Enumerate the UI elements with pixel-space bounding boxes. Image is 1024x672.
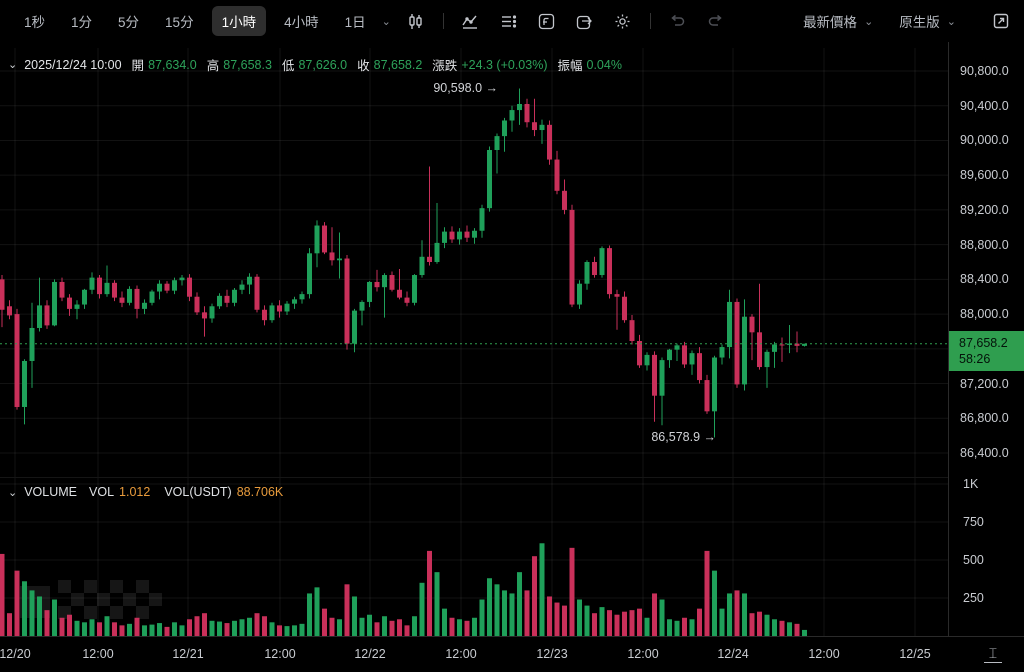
amplitude-label: 振幅 [557, 59, 583, 73]
high-value: 87,658.3 [223, 57, 272, 72]
time-axis-label: 12/24 [717, 647, 749, 661]
volume-axis-label: 1K [963, 477, 979, 491]
watermark-pixel [110, 580, 123, 593]
version-dropdown[interactable]: 原生版 [899, 15, 940, 30]
interval-1h-selected[interactable]: 1小時 [211, 6, 267, 36]
amplitude-value: 0.04% [586, 57, 622, 72]
interval-more-chevron-icon[interactable]: ⌄ [381, 15, 391, 28]
price-axis-label: 86,800.0 [960, 411, 1009, 426]
watermark-pixel [84, 606, 97, 619]
price-axis[interactable]: 87,658.2 58:26 90,800.0 90,400.0 90,000.0 8… [949, 42, 1024, 636]
interval-group: 1秒 1分 5分 15分 1小時 4小時 1日 ⌄ [0, 6, 735, 36]
time-axis-label: 12/21 [172, 647, 204, 661]
watermark-pixel [136, 580, 149, 593]
watermark-pixel [149, 593, 162, 606]
display-settings-icon[interactable] [500, 12, 518, 30]
price-axis-label: 90,400.0 [960, 98, 1009, 113]
ohlc-legend: ⌄ 2025/12/24 10:00 開 87,634.0 高 87,658.3 低… [8, 55, 622, 74]
volume-legend: ⌄ VOLUME VOL 1.012 VOL(USDT) 88.706K [8, 485, 297, 499]
pane-separator [0, 477, 948, 478]
volume-axis-label: 250 [963, 591, 984, 605]
low-price-annotation: 86,578.9 → [651, 430, 716, 444]
price-axis-label: 88,000.0 [960, 307, 1009, 322]
price-axis-separator [948, 42, 949, 672]
open-label: 開 [131, 59, 145, 73]
change-label: 漲跌 [432, 59, 458, 73]
price-mode-dropdown[interactable]: 最新價格 [803, 15, 858, 30]
price-axis-label: 89,200.0 [960, 202, 1009, 217]
price-axis-label: 86,400.0 [960, 446, 1009, 460]
settings-gear-icon[interactable] [614, 12, 632, 30]
vol-usdt-value: 88.706K [236, 485, 284, 499]
version-chevron-icon[interactable]: ⌄ [946, 15, 956, 28]
open-value: 87,634.0 [148, 57, 197, 72]
time-axis-label: 12:00 [445, 647, 477, 661]
chart-toolbar: 1秒 1分 5分 15分 1小時 4小時 1日 ⌄ [0, 0, 1024, 42]
watermark-pixel [71, 593, 84, 606]
formula-icon[interactable] [538, 12, 556, 30]
change-value: +24.3 (+0.03%) [461, 57, 548, 72]
time-axis-label: 12:00 [264, 647, 296, 661]
indicators-icon[interactable] [462, 12, 480, 30]
undo-icon[interactable] [669, 12, 687, 30]
interval-1m[interactable]: 1分 [71, 15, 93, 30]
close-label: 收 [357, 59, 370, 73]
interval-1d[interactable]: 1日 [344, 15, 366, 30]
last-price-value: 87,658.2 [959, 335, 1008, 350]
volume-axis-label: 500 [963, 553, 984, 567]
redo-icon[interactable] [707, 12, 725, 30]
price-axis-label: 90,800.0 [960, 64, 1009, 78]
candle-time: 2025/12/24 10:00 [24, 57, 122, 72]
export-chart-icon[interactable] [576, 12, 594, 30]
price-axis-label: 88,400.0 [960, 272, 1009, 287]
close-value: 87,658.2 [373, 57, 423, 72]
low-label: 低 [281, 59, 295, 73]
watermark-pixel [97, 593, 110, 606]
time-axis[interactable]: ⌶ 12/20 12:00 12/21 12:00 12/22 12:00 12/23 12:… [0, 637, 1024, 672]
watermark-pixel [110, 606, 123, 619]
volume-collapse-chevron-icon[interactable]: ⌄ [8, 486, 18, 499]
vol-value: 1.012 [119, 485, 151, 499]
time-axis-label: 12/22 [354, 647, 386, 661]
high-price-annotation: 90,598.0 → [433, 81, 498, 95]
candlestick-style-icon[interactable] [407, 12, 425, 30]
watermark-pixel [136, 606, 149, 619]
watermark-pixel [84, 580, 97, 593]
interval-1s[interactable]: 1秒 [24, 15, 46, 30]
price-axis-label: 90,000.0 [960, 133, 1009, 148]
price-axis-label: 87,200.0 [960, 376, 1009, 391]
interval-15m[interactable]: 15分 [165, 15, 194, 30]
time-axis-label: 12/23 [536, 647, 568, 661]
candle-countdown: 58:26 [959, 351, 991, 366]
watermark-pixel [123, 593, 136, 606]
time-axis-label: 12:00 [82, 647, 114, 661]
time-axis-label: 12/20 [0, 647, 31, 661]
time-axis-separator [0, 636, 1024, 637]
interval-4h[interactable]: 4小時 [284, 15, 319, 30]
volume-axis-label: 750 [963, 515, 984, 529]
price-axis-label: 89,600.0 [960, 168, 1009, 183]
high-label: 高 [206, 59, 220, 73]
interval-5m[interactable]: 5分 [118, 15, 140, 30]
price-axis-label: 88,800.0 [960, 237, 1009, 252]
price-scale-adjust-icon[interactable]: ⌶ [984, 645, 1002, 663]
time-axis-label: 12:00 [808, 647, 840, 661]
vol-usdt-label: VOL(USDT) [164, 485, 232, 499]
watermark-pixel [58, 580, 71, 593]
low-value: 87,626.0 [298, 57, 348, 72]
toolbar-right-group: 最新價格 ⌄ 原生版 ⌄ [803, 11, 1024, 31]
price-mode-chevron-icon[interactable]: ⌄ [864, 15, 874, 28]
time-axis-label: 12/25 [899, 647, 931, 661]
toolbar-divider [649, 13, 651, 29]
volume-title: VOLUME [24, 485, 78, 499]
candlestick-chart[interactable] [0, 0, 948, 672]
last-price-badge: 87,658.2 58:26 [949, 330, 1024, 371]
fullscreen-icon[interactable] [992, 12, 1010, 30]
toolbar-divider [442, 13, 444, 29]
vol-label: VOL [89, 485, 115, 499]
legend-collapse-chevron-icon[interactable]: ⌄ [8, 59, 18, 71]
time-axis-label: 12:00 [627, 647, 659, 661]
